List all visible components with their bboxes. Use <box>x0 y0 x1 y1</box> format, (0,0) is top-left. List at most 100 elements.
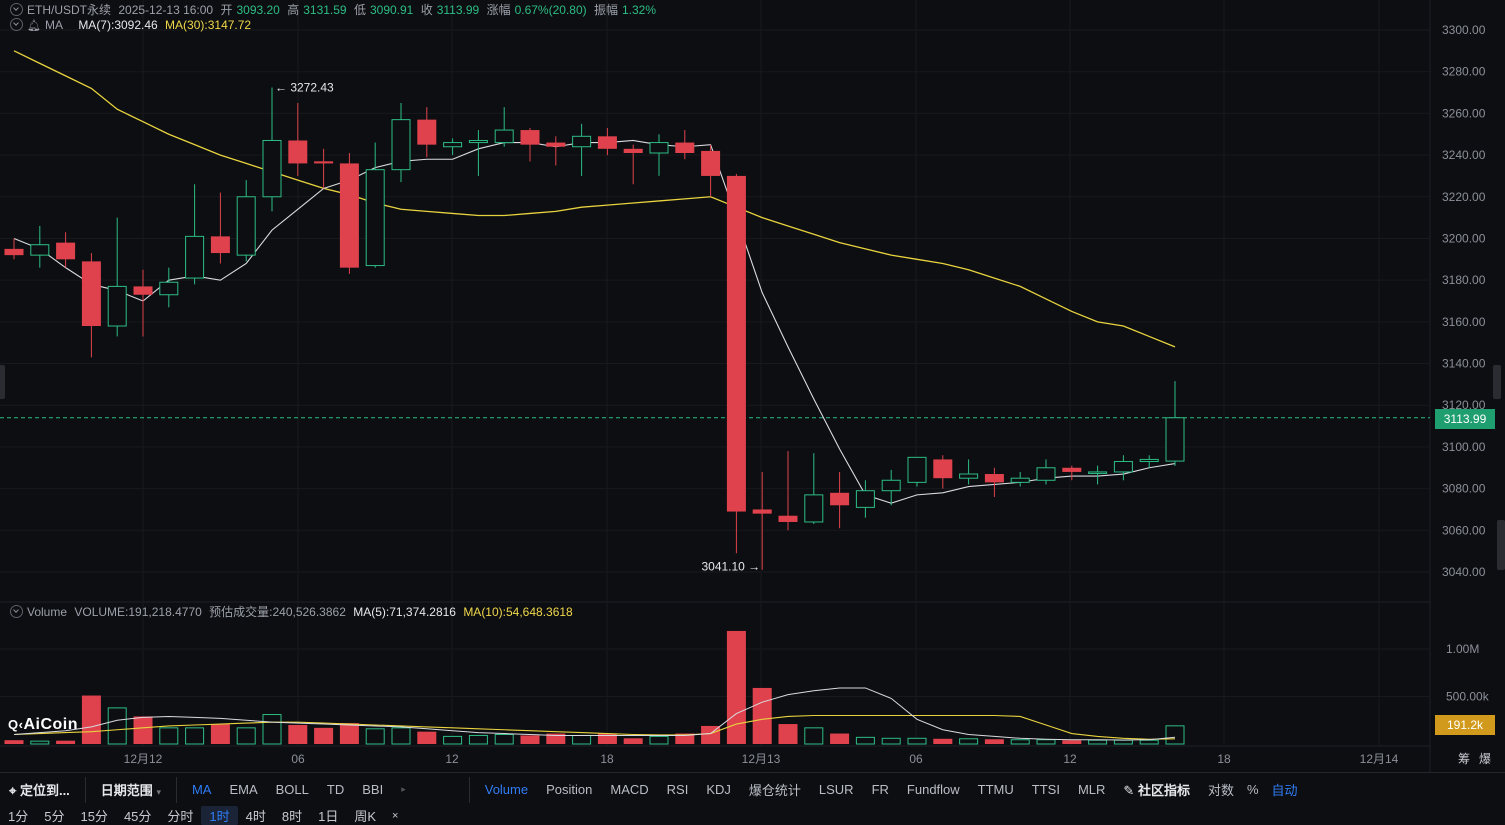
more-main-indicators-icon[interactable]: ▸ <box>401 784 406 794</box>
indicator-position[interactable]: Position <box>546 782 593 797</box>
volume-bar[interactable] <box>1036 739 1056 745</box>
volume-bar[interactable] <box>30 740 50 745</box>
timeframe-5m[interactable]: 5分 <box>44 809 65 824</box>
volume-bar[interactable] <box>56 740 76 744</box>
volume-bar[interactable] <box>520 735 540 744</box>
volume-bar[interactable] <box>623 738 643 744</box>
candle-body[interactable] <box>778 515 798 522</box>
candle-body[interactable] <box>649 142 669 154</box>
indicator-ttmu[interactable]: TTMU <box>977 782 1014 797</box>
collapse-icon[interactable] <box>10 18 23 31</box>
candle-body[interactable] <box>726 175 746 512</box>
candle-body[interactable] <box>107 285 127 327</box>
volume-bar[interactable] <box>778 724 798 744</box>
candle-body[interactable] <box>881 479 901 492</box>
volume-bar[interactable] <box>1139 739 1159 745</box>
candle-body[interactable] <box>959 473 979 479</box>
volume-bar[interactable] <box>881 737 901 745</box>
volume-bar[interactable] <box>675 733 695 744</box>
auto-scale-toggle[interactable]: 自动 <box>1271 783 1298 798</box>
candle-body[interactable] <box>391 119 411 171</box>
candle-body[interactable] <box>159 281 179 296</box>
candle-body[interactable] <box>494 129 514 144</box>
candle-body[interactable] <box>314 161 334 164</box>
indicator-bbi[interactable]: BBI <box>362 782 384 797</box>
volume-bar[interactable] <box>494 734 514 745</box>
candle-body[interactable] <box>984 474 1004 483</box>
candle-body[interactable] <box>1113 461 1133 473</box>
candle-body[interactable] <box>236 196 256 256</box>
volume-bar[interactable] <box>1165 725 1185 745</box>
volume-bar[interactable] <box>133 716 153 744</box>
candle-body[interactable] <box>468 139 488 144</box>
indicator-rsi[interactable]: RSI <box>666 782 689 797</box>
volume-bar[interactable] <box>726 630 746 744</box>
indicator-ma[interactable]: MA <box>191 782 212 797</box>
timeframe-4h[interactable]: 4时 <box>245 809 266 824</box>
volume-bar[interactable] <box>1062 740 1082 744</box>
volume-bar[interactable] <box>339 723 359 744</box>
candle-body[interactable] <box>1139 458 1159 463</box>
chart-canvas[interactable]: 3300.00 3280.00 3260.00 3240.00 3220.00 3200.… <box>0 0 1505 772</box>
volume-bar[interactable] <box>288 725 308 744</box>
timeframe-1m[interactable]: 1分 <box>8 809 29 824</box>
volume-bar[interactable] <box>830 733 850 744</box>
volume-bar[interactable] <box>365 728 385 745</box>
timeframe-8h[interactable]: 8时 <box>281 809 303 824</box>
log-scale-toggle[interactable]: 对数 <box>1207 783 1234 798</box>
indicator-kdj[interactable]: KDJ <box>706 782 731 797</box>
indicator-ema[interactable]: EMA <box>229 782 258 797</box>
timeframe-1h[interactable]: 1时 <box>201 806 238 825</box>
candle-body[interactable] <box>81 261 101 327</box>
candle-body[interactable] <box>339 163 359 268</box>
candle-body[interactable] <box>597 136 617 149</box>
volume-bar[interactable] <box>210 724 230 744</box>
volume-bar[interactable] <box>262 714 282 745</box>
indicator-volume[interactable]: Volume <box>484 782 529 797</box>
candle-body[interactable] <box>546 142 566 147</box>
candle-body[interactable] <box>701 150 721 176</box>
volume-bar[interactable] <box>597 733 617 744</box>
candle-body[interactable] <box>804 494 824 523</box>
candle-body[interactable] <box>907 456 927 483</box>
volume-bar[interactable] <box>159 727 179 745</box>
bell-icon[interactable]: 🔔︎ <box>27 20 41 32</box>
collapse-icon[interactable] <box>10 3 23 16</box>
community-indicators-button[interactable]: ✎ 社区指标 <box>1114 780 1199 799</box>
candle-body[interactable] <box>1088 471 1108 474</box>
candle-body[interactable] <box>1036 467 1056 481</box>
volume-bar[interactable] <box>314 727 334 744</box>
volume-bar[interactable] <box>4 740 24 744</box>
candle-body[interactable] <box>830 492 850 506</box>
candle-body[interactable] <box>443 142 463 148</box>
volume-bar[interactable] <box>1113 739 1133 745</box>
indicator-macd[interactable]: MACD <box>610 782 649 797</box>
volume-bar[interactable] <box>804 727 824 745</box>
timeframe-15m[interactable]: 15分 <box>80 809 108 824</box>
volume-bar[interactable] <box>107 707 127 745</box>
date-range-button[interactable]: 日期范围 ▾ <box>92 780 170 799</box>
candle-body[interactable] <box>30 244 50 256</box>
timeframe-1d[interactable]: 1日 <box>318 809 339 824</box>
candle-body[interactable] <box>185 235 205 279</box>
candle-body[interactable] <box>623 148 643 153</box>
candle-body[interactable] <box>288 140 308 164</box>
volume-bar[interactable] <box>984 739 1004 744</box>
candle-body[interactable] <box>675 142 695 153</box>
candle-body[interactable] <box>56 242 76 260</box>
candle-body[interactable] <box>4 248 24 256</box>
candle-body[interactable] <box>1165 417 1185 462</box>
indicator-mlr[interactable]: MLR <box>1077 782 1106 797</box>
volume-bar[interactable] <box>443 735 463 745</box>
locate-button[interactable]: ⌖ 定位到... <box>0 780 79 799</box>
candle-body[interactable] <box>133 286 153 295</box>
volume-bar[interactable] <box>236 727 256 745</box>
volume-bar[interactable] <box>468 734 488 745</box>
candle-body[interactable] <box>365 169 385 267</box>
volume-bar[interactable] <box>855 736 875 745</box>
volume-bar[interactable] <box>752 687 772 744</box>
volume-bar[interactable] <box>546 733 566 744</box>
volume-bar[interactable] <box>572 734 592 745</box>
candle-body[interactable] <box>933 459 953 479</box>
candle-body[interactable] <box>210 236 230 254</box>
